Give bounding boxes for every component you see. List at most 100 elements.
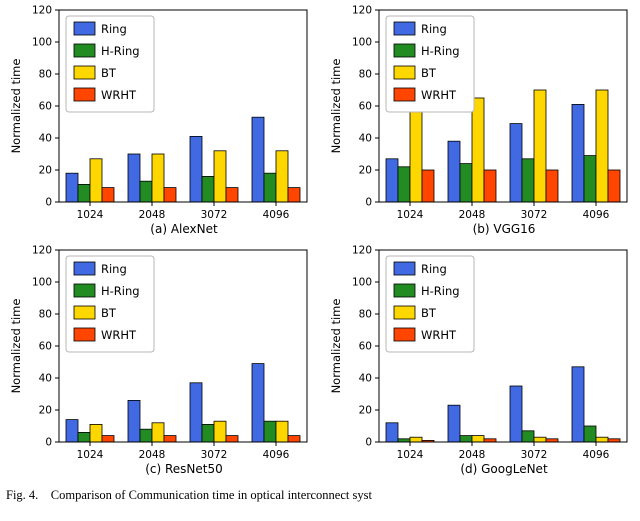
y-tick-label: 120 [32, 245, 52, 257]
x-tick-label: 4096 [583, 449, 610, 461]
bar-bt-2048 [471, 97, 485, 203]
y-tick-label: 60 [39, 101, 52, 113]
legend-label-wrht: WRHT [421, 328, 457, 342]
legend-label-h-ring: H-Ring [421, 284, 460, 298]
bar-wrht-1024 [101, 435, 115, 443]
y-tick-label: 40 [359, 133, 372, 145]
chart-cell-googlenet: 0 20 40 60 80 100 120 1024 2048 3072 4096 Normalize… [320, 240, 640, 480]
bar-wrht-3072 [545, 169, 559, 203]
bar-ring-2048 [447, 404, 461, 443]
bar-bt-2048 [151, 153, 165, 203]
legend-label-bt: BT [101, 306, 117, 320]
y-tick-label: 120 [352, 245, 372, 257]
x-tick-label: 1024 [77, 449, 104, 461]
bar-wrht-1024 [421, 169, 435, 203]
bar-h-ring-3072 [521, 430, 535, 443]
bar-ring-2048 [127, 399, 141, 443]
legend-label-ring: Ring [101, 22, 127, 36]
bar-wrht-2048 [163, 435, 177, 443]
y-tick-label: 0 [45, 197, 52, 209]
legend-label-wrht: WRHT [421, 88, 457, 102]
x-tick-label: 2048 [139, 449, 166, 461]
chart-googlenet: 0 20 40 60 80 100 120 1024 2048 3072 4096 Normalize… [329, 245, 628, 476]
bar-bt-3072 [213, 420, 227, 443]
bar-ring-1024 [65, 419, 79, 443]
bar-ring-3072 [509, 385, 523, 443]
legend-swatch-wrht [393, 327, 416, 342]
bar-h-ring-2048 [139, 428, 153, 443]
y-tick-label: 100 [352, 277, 372, 289]
legend-label-h-ring: H-Ring [101, 284, 140, 298]
bar-ring-3072 [189, 135, 203, 203]
bar-wrht-3072 [225, 187, 239, 203]
y-tick-label: 60 [359, 101, 372, 113]
y-axis-label: Normalized time [329, 59, 343, 154]
x-tick-label: 3072 [521, 449, 548, 461]
bar-h-ring-4096 [583, 155, 597, 203]
bar-ring-1024 [65, 172, 79, 203]
y-tick-label: 20 [39, 165, 52, 177]
legend-swatch-ring [73, 261, 96, 276]
legend-label-wrht: WRHT [101, 88, 137, 102]
bar-h-ring-2048 [459, 435, 473, 443]
bar-h-ring-1024 [77, 431, 91, 443]
y-tick-label: 20 [359, 165, 372, 177]
legend-swatch-bt [73, 305, 96, 320]
chart-vgg16: 0 20 40 60 80 100 120 1024 2048 3072 4096 Normalize… [329, 5, 628, 236]
legend-swatch-ring [393, 21, 416, 36]
bar-ring-4096 [251, 363, 265, 443]
y-tick-label: 0 [365, 437, 372, 449]
y-axis-label: Normalized time [9, 59, 23, 154]
bar-ring-2048 [447, 140, 461, 203]
bar-ring-3072 [189, 382, 203, 443]
legend-swatch-wrht [73, 327, 96, 342]
legend-swatch-ring [393, 261, 416, 276]
x-tick-label: 4096 [583, 209, 610, 221]
subplot-title-googlenet: (d) GoogLeNet [460, 462, 548, 476]
y-axis-label: Normalized time [329, 299, 343, 394]
x-tick-label: 3072 [201, 449, 228, 461]
y-tick-label: 80 [39, 309, 52, 321]
x-tick-label: 4096 [263, 449, 290, 461]
y-tick-label: 20 [359, 405, 372, 417]
bar-wrht-1024 [101, 187, 115, 203]
charts-grid: 0 20 40 60 80 100 120 1024 2048 3072 4096 Normalize… [0, 0, 640, 480]
y-tick-label: 80 [359, 69, 372, 81]
chart-cell-alexnet: 0 20 40 60 80 100 120 1024 2048 3072 4096 Normalize… [0, 0, 320, 240]
bar-ring-2048 [127, 153, 141, 203]
bar-ring-4096 [571, 104, 585, 203]
legend-label-ring: Ring [101, 262, 127, 276]
bar-ring-3072 [509, 123, 523, 203]
legend-label-bt: BT [421, 66, 437, 80]
bar-bt-1024 [409, 436, 423, 443]
x-tick-label: 2048 [459, 209, 486, 221]
legend-label-wrht: WRHT [101, 328, 137, 342]
y-tick-label: 100 [32, 277, 52, 289]
bar-h-ring-4096 [263, 420, 277, 443]
y-tick-label: 100 [32, 37, 52, 49]
figure-caption: Fig. 4. Comparison of Communication time… [6, 488, 372, 502]
bar-wrht-2048 [483, 169, 497, 203]
y-tick-label: 40 [39, 133, 52, 145]
y-tick-label: 40 [39, 373, 52, 385]
x-tick-label: 1024 [397, 449, 424, 461]
bar-h-ring-3072 [201, 175, 215, 203]
legend-swatch-bt [73, 65, 96, 80]
legend-swatch-h-ring [393, 43, 416, 58]
bar-bt-1024 [409, 105, 423, 203]
chart-resnet50: 0 20 40 60 80 100 120 1024 2048 3072 4096 Normalize… [9, 245, 308, 476]
bar-h-ring-1024 [77, 183, 91, 203]
bar-bt-4096 [275, 150, 289, 203]
bar-bt-4096 [595, 436, 609, 443]
legend-swatch-h-ring [73, 43, 96, 58]
bar-bt-1024 [89, 158, 103, 203]
bar-h-ring-3072 [521, 158, 535, 203]
legend-swatch-h-ring [393, 283, 416, 298]
x-tick-label: 3072 [521, 209, 548, 221]
x-tick-label: 1024 [397, 209, 424, 221]
bar-bt-3072 [213, 150, 227, 203]
bar-h-ring-4096 [583, 425, 597, 443]
legend-label-ring: Ring [421, 22, 447, 36]
legend-swatch-ring [73, 21, 96, 36]
